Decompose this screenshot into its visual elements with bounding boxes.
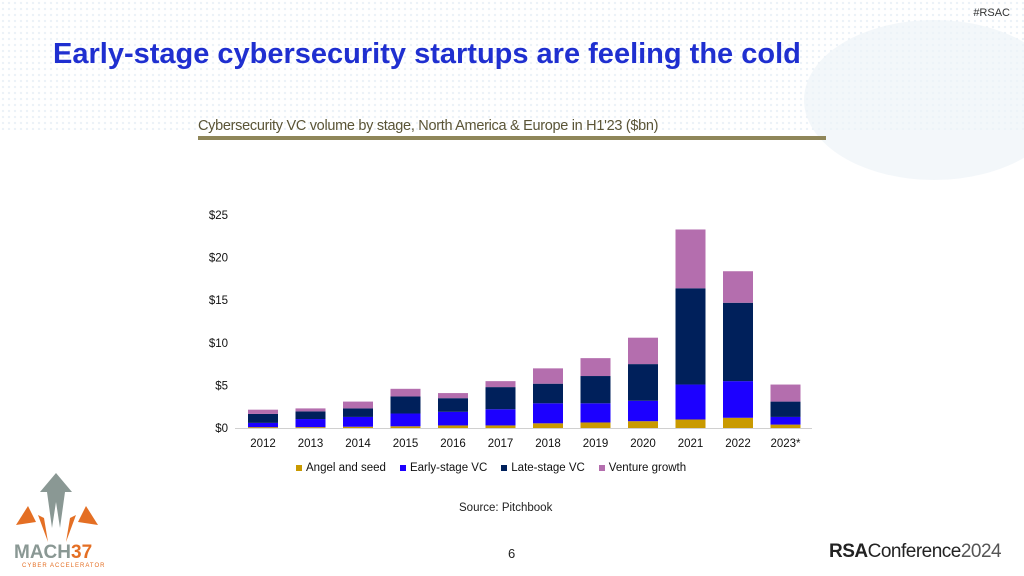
bar-segment-venture-growth-2012	[248, 409, 278, 414]
svg-text:MACH37: MACH37	[14, 542, 92, 563]
bar-segment-venture-growth-2023*	[770, 384, 801, 402]
bar-segment-angel-and-seed-2019	[580, 422, 611, 428]
source-note: Source: Pitchbook	[459, 502, 553, 514]
bar-segment-late-stage-vc-2016	[438, 398, 468, 412]
bar-segment-late-stage-vc-2018	[533, 383, 563, 404]
x-tick-label: 2015	[393, 438, 419, 450]
bar-segment-venture-growth-2015	[390, 388, 421, 397]
bar-segment-angel-and-seed-2023*	[770, 424, 801, 428]
bar-segment-venture-growth-2014	[343, 401, 373, 409]
bar-segment-early-stage-vc-2018	[533, 403, 563, 424]
legend-item: Late-stage VC	[501, 462, 585, 474]
bar-segment-early-stage-vc-2017	[485, 409, 516, 426]
bar-segment-early-stage-vc-2021	[675, 384, 706, 420]
bar-segment-angel-and-seed-2018	[533, 423, 563, 428]
bar-segment-late-stage-vc-2019	[580, 376, 611, 404]
legend-label: Angel and seed	[306, 462, 386, 474]
bar-segment-late-stage-vc-2012	[248, 413, 278, 423]
x-tick-label: 2021	[678, 438, 704, 450]
bar-segment-early-stage-vc-2019	[580, 403, 611, 423]
bar-segment-angel-and-seed-2022	[723, 417, 753, 428]
bar-segment-early-stage-vc-2013	[295, 419, 326, 428]
bar-segment-venture-growth-2017	[485, 381, 516, 388]
rsa-conference-logo: RSAConference2024	[829, 541, 1002, 562]
bar-segment-angel-and-seed-2015	[390, 426, 421, 428]
bar-segment-venture-growth-2016	[438, 393, 468, 399]
page-number: 6	[508, 546, 516, 561]
y-tick-label: $15	[209, 295, 228, 307]
background-shape	[804, 20, 1024, 180]
bar-segment-early-stage-vc-2015	[390, 413, 421, 427]
bar-segment-venture-growth-2019	[580, 358, 611, 377]
bar-segment-venture-growth-2020	[628, 337, 658, 365]
bar-segment-angel-and-seed-2016	[438, 425, 468, 428]
x-tick-label: 2023*	[770, 438, 801, 450]
bar-segment-late-stage-vc-2017	[485, 387, 516, 410]
bar-segment-venture-growth-2018	[533, 368, 563, 384]
bar-segment-late-stage-vc-2020	[628, 364, 658, 401]
x-tick-label: 2014	[345, 438, 371, 450]
bar-segment-venture-growth-2013	[295, 408, 326, 412]
bar-segment-late-stage-vc-2022	[723, 302, 753, 382]
legend-item: Angel and seed	[296, 462, 386, 474]
y-tick-label: $10	[209, 338, 228, 350]
bar-segment-early-stage-vc-2014	[343, 416, 373, 427]
x-tick-label: 2019	[583, 438, 609, 450]
y-tick-label: $25	[209, 210, 228, 222]
bar-segment-venture-growth-2022	[723, 271, 753, 303]
x-tick-label: 2022	[725, 438, 751, 450]
legend-swatch	[501, 465, 508, 471]
y-tick-label: $20	[209, 253, 228, 265]
bar-segment-late-stage-vc-2015	[390, 396, 421, 414]
legend-swatch	[296, 465, 302, 471]
bar-segment-late-stage-vc-2023*	[770, 401, 801, 417]
bar-segment-venture-growth-2021	[675, 229, 706, 289]
slide-title: Early-stage cybersecurity startups are f…	[53, 38, 801, 70]
y-tick-label: $0	[215, 423, 228, 435]
bar-segment-late-stage-vc-2013	[295, 411, 326, 420]
x-tick-label: 2020	[630, 438, 656, 450]
svg-text:CYBER ACCELERATOR: CYBER ACCELERATOR	[22, 563, 105, 569]
bar-segment-angel-and-seed-2013	[295, 427, 326, 428]
bar-segment-late-stage-vc-2014	[343, 408, 373, 417]
x-tick-label: 2012	[250, 438, 276, 450]
y-tick-label: $5	[215, 380, 228, 392]
bar-segment-late-stage-vc-2021	[675, 288, 706, 385]
legend-label: Early-stage VC	[409, 462, 488, 474]
mach37-logo: MACH37 CYBER ACCELERATOR	[10, 470, 110, 570]
bar-segment-early-stage-vc-2023*	[770, 416, 801, 425]
legend-item: Venture growth	[598, 462, 687, 474]
chart-legend: Angel and seed Early-stage VC Late-stage V…	[296, 462, 686, 474]
x-tick-label: 2017	[488, 438, 514, 450]
bar-segment-angel-and-seed-2020	[628, 421, 658, 428]
bar-segment-angel-and-seed-2014	[343, 426, 373, 428]
bar-segment-angel-and-seed-2021	[675, 419, 706, 428]
x-tick-label: 2016	[440, 438, 466, 450]
bar-segment-angel-and-seed-2012	[248, 427, 278, 428]
legend-label: Venture growth	[608, 462, 687, 474]
hashtag: #RSAC	[973, 7, 1010, 19]
bar-segment-early-stage-vc-2020	[628, 400, 658, 422]
legend-swatch	[598, 465, 605, 471]
legend-swatch	[399, 465, 406, 471]
bar-segment-early-stage-vc-2016	[438, 411, 468, 426]
legend-item: Early-stage VC	[399, 462, 488, 474]
bar-segment-angel-and-seed-2017	[485, 425, 516, 428]
bar-segment-early-stage-vc-2012	[248, 422, 278, 428]
x-tick-label: 2018	[535, 438, 561, 450]
bar-segment-early-stage-vc-2022	[723, 381, 753, 418]
chart-title: Cybersecurity VC volume by stage, North …	[198, 118, 826, 140]
x-tick-label: 2013	[298, 438, 324, 450]
legend-label: Late-stage VC	[511, 462, 585, 474]
